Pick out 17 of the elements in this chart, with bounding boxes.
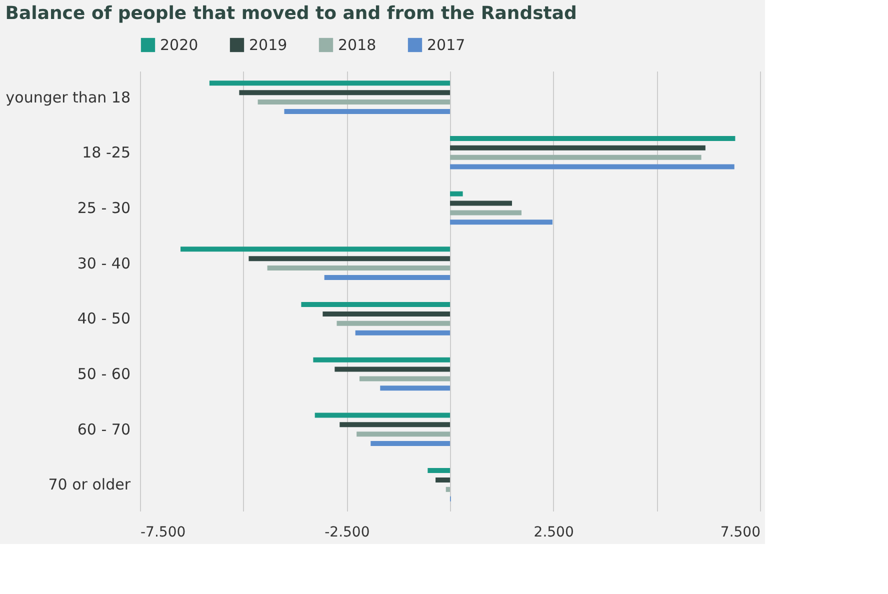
chart-title: Balance of people that moved to and from the Randstad	[5, 3, 577, 24]
legend-label: 2019	[249, 36, 288, 54]
y-tick-label: 25 - 30	[77, 198, 130, 217]
y-tick-label: 70 or older	[48, 476, 132, 494]
y-tick-label: 30 - 40	[77, 254, 130, 272]
y-tick-label: younger than 18	[6, 88, 130, 106]
x-tick-label: 7.500	[720, 524, 760, 540]
y-tick-label: 60 - 70	[77, 420, 130, 438]
legend-label: 2018	[338, 36, 376, 54]
y-tick-label: 50 - 60	[77, 365, 130, 384]
y-tick-label: 40 - 50	[77, 310, 130, 328]
legend-label: 2020	[160, 36, 198, 54]
x-tick-label: 2.500	[534, 524, 574, 540]
x-tick-label: -7.500	[140, 524, 186, 540]
x-tick-label: -2.500	[324, 524, 370, 540]
y-tick-label: 18 -25	[82, 144, 130, 162]
legend-label: 2017	[427, 36, 466, 54]
